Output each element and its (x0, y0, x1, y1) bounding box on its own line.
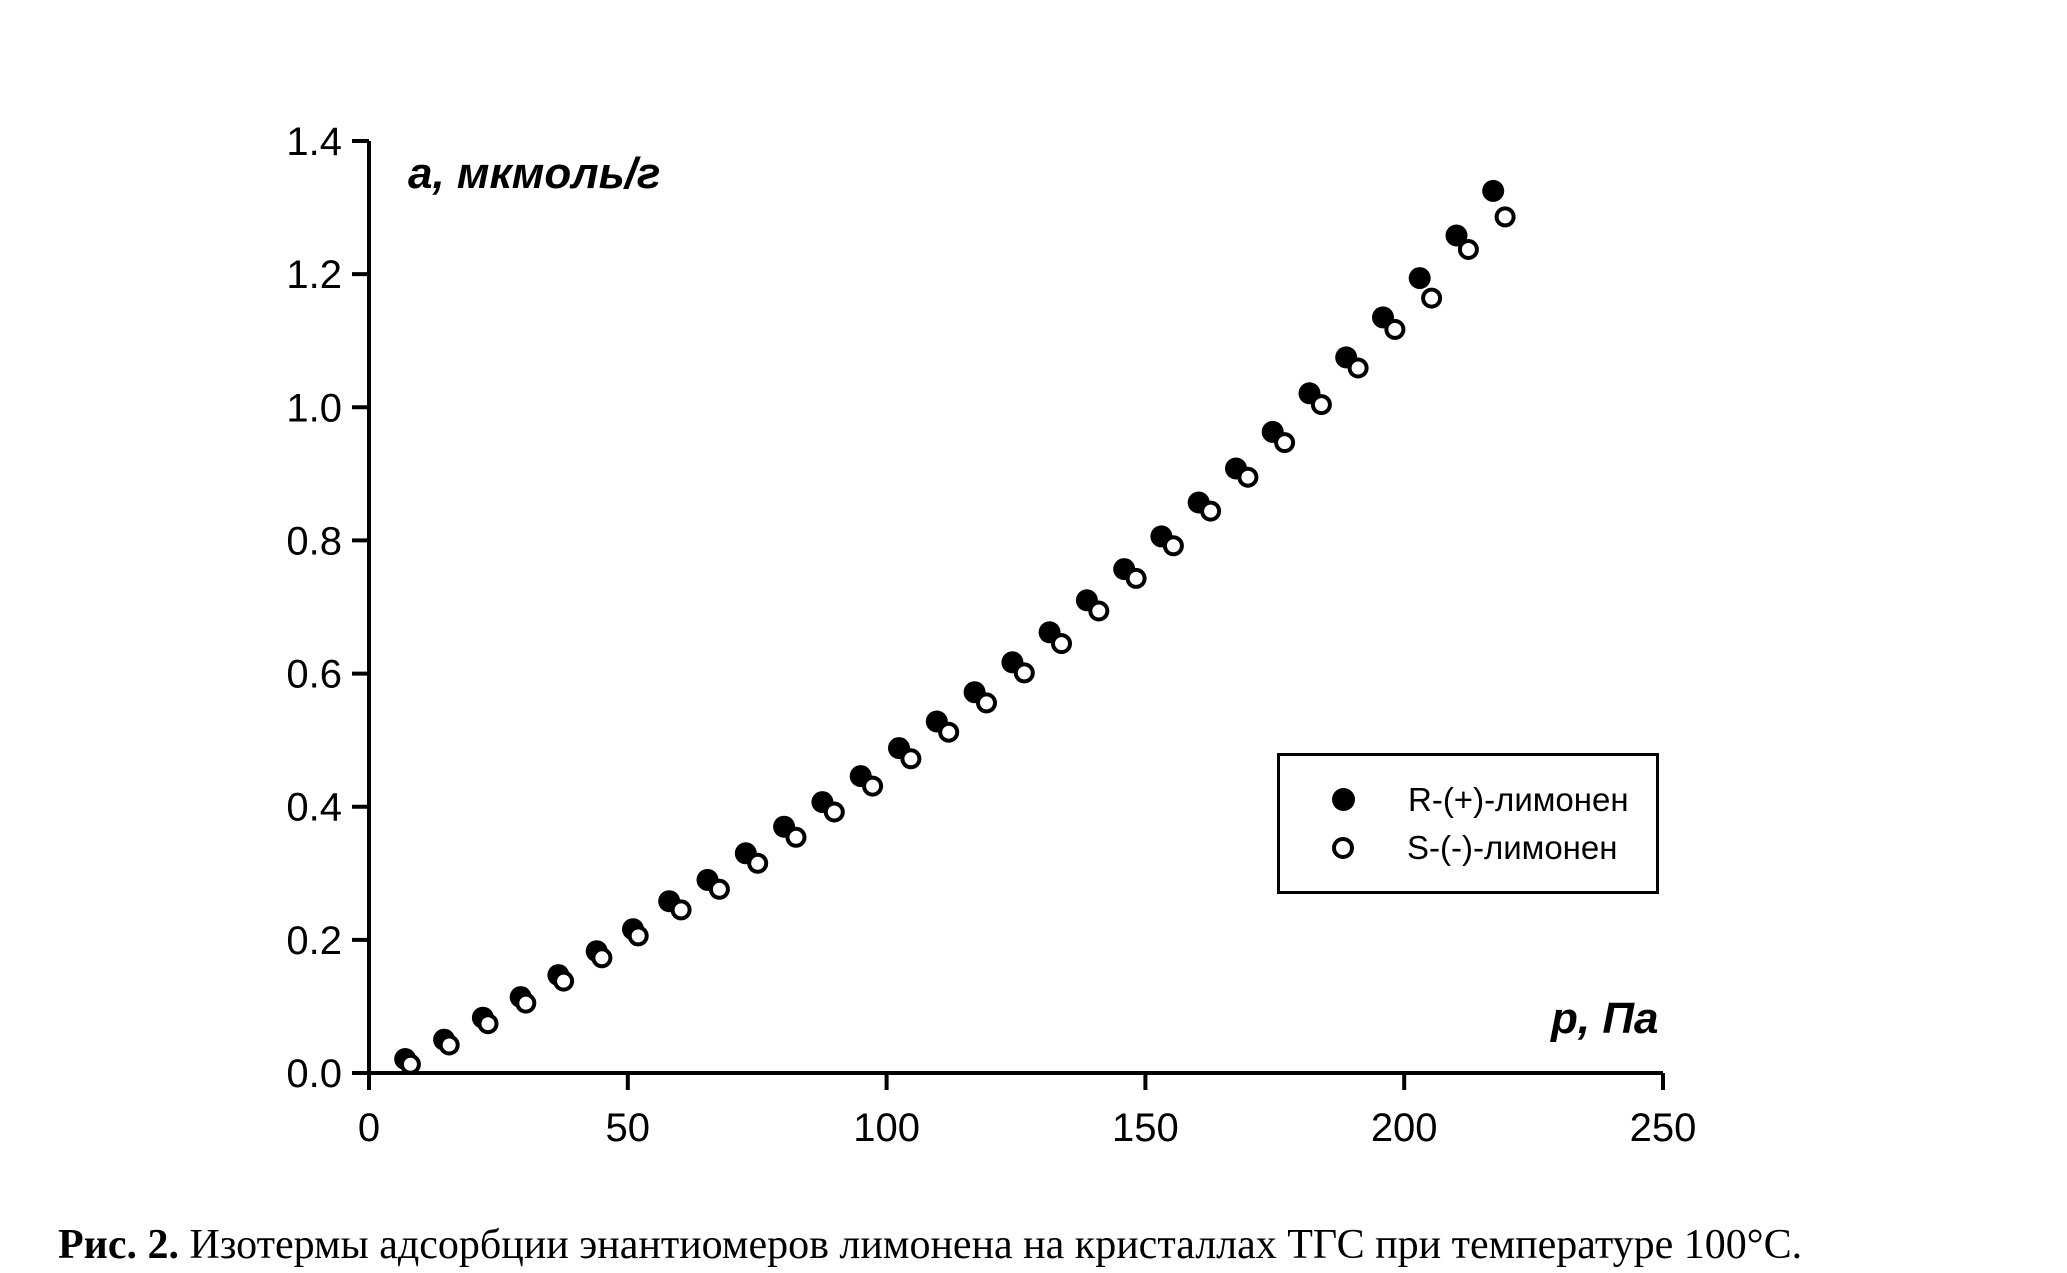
data-point-s (1457, 239, 1479, 260)
x-tick-label: 100 (853, 1106, 920, 1150)
open-circle-icon (1332, 836, 1354, 859)
data-point-r (1445, 224, 1468, 247)
y-tick-label: 0.0 (286, 1052, 342, 1096)
legend-label-s: S-(-)-лимонен (1407, 828, 1618, 866)
data-point-s (1125, 567, 1147, 589)
data-point-s (938, 721, 960, 743)
data-point-s (976, 692, 997, 714)
data-point-s (1200, 500, 1222, 522)
data-point-s (399, 1053, 421, 1075)
y-tick-label: 0.2 (286, 919, 342, 963)
data-point-s (553, 970, 575, 992)
data-point-s (1421, 287, 1443, 309)
x-tick-label: 50 (606, 1106, 651, 1150)
x-tick-label: 250 (1630, 1106, 1697, 1150)
data-point-s (1051, 633, 1072, 655)
y-tick-label: 0.8 (286, 519, 342, 563)
data-point-s (591, 947, 613, 969)
data-point-s (627, 925, 649, 947)
data-point-s (1494, 206, 1516, 228)
filled-circle-icon (1332, 788, 1355, 811)
caption-number: Рис. 2. (58, 1222, 179, 1268)
data-point-s (900, 748, 922, 770)
data-point-s (515, 992, 537, 1014)
data-point-s (438, 1034, 460, 1056)
y-tick-label: 0.4 (286, 786, 342, 830)
caption-text: Изотермы адсорбции энантиомеров лимонена… (179, 1222, 1803, 1268)
data-point-r (1482, 179, 1505, 202)
data-point-s (1274, 432, 1296, 454)
data-point-s (1013, 662, 1035, 684)
x-tick-label: 200 (1371, 1106, 1438, 1150)
legend: R-(+)-лимонен S-(-)-лимонен (1277, 753, 1659, 894)
data-point-s (1237, 466, 1259, 488)
legend-item-s: S-(-)-лимонен (1280, 826, 1656, 870)
data-point-r (1408, 267, 1431, 290)
data-point-s (785, 826, 807, 848)
data-point-s (477, 1013, 499, 1035)
data-point-s (1310, 394, 1332, 416)
y-tick-label: 1.4 (286, 120, 342, 164)
data-point-s (1384, 318, 1406, 340)
y-tick-label: 0.6 (286, 653, 342, 697)
data-point-s (862, 775, 884, 797)
x-axis-title: р, Па (1551, 994, 1659, 1043)
data-point-s (708, 878, 730, 900)
axes (367, 141, 1663, 1075)
data-point-s (1347, 357, 1369, 379)
figure-caption: Рис. 2. Изотермы адсорбции энантиомеров … (58, 1221, 2018, 1269)
y-axis-title: а, мкмоль/г (408, 149, 661, 198)
data-point-s (823, 801, 845, 823)
y-tick-label: 1.0 (286, 386, 342, 430)
data-point-s (670, 899, 692, 921)
legend-item-r: R-(+)-лимонен (1280, 778, 1656, 822)
legend-label-r: R-(+)-лимонен (1408, 780, 1629, 818)
x-tick-label: 0 (358, 1106, 380, 1150)
data-point-s (1088, 600, 1110, 622)
data-point-s (747, 852, 769, 874)
x-tick-label: 150 (1112, 1106, 1179, 1150)
y-tick-label: 1.2 (286, 253, 342, 297)
data-point-s (1162, 535, 1184, 557)
